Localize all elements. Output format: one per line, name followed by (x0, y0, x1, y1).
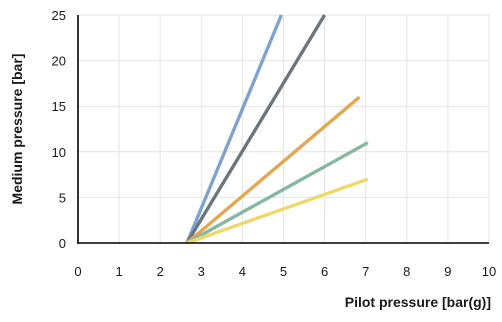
x-tick-label-6: 6 (321, 264, 328, 279)
x-axis-title: Pilot pressure [bar(g)] (345, 294, 491, 310)
axes (77, 15, 489, 244)
x-tick-label-3: 3 (198, 264, 205, 279)
series-line-5 (186, 177, 369, 245)
grid (78, 14, 490, 243)
y-tick-label-5: 25 (52, 8, 66, 23)
x-tick-label-4: 4 (239, 264, 246, 279)
series-line-2 (185, 14, 327, 244)
x-tick-label-2: 2 (157, 264, 164, 279)
series-line-3 (185, 95, 361, 245)
x-tick-label-10: 10 (482, 264, 496, 279)
tick-labels: 0 1 2 3 4 5 6 7 8 9 10 0 5 10 15 20 25 (52, 8, 497, 279)
x-tick-label-5: 5 (280, 264, 287, 279)
x-tick-label-1: 1 (115, 264, 122, 279)
x-tick-label-8: 8 (403, 264, 410, 279)
y-tick-label-3: 15 (52, 99, 66, 114)
y-tick-label-0: 0 (59, 236, 66, 251)
y-tick-label-4: 20 (52, 54, 66, 69)
y-tick-label-1: 5 (59, 190, 66, 205)
series-line-1 (185, 14, 283, 244)
series-lines (185, 14, 369, 245)
series-line-4 (186, 141, 369, 245)
x-tick-label-7: 7 (362, 264, 369, 279)
y-tick-label-2: 10 (52, 145, 66, 160)
y-axis-title: Medium pressure [bar] (9, 54, 25, 205)
x-tick-label-0: 0 (74, 264, 81, 279)
x-tick-label-9: 9 (444, 264, 451, 279)
